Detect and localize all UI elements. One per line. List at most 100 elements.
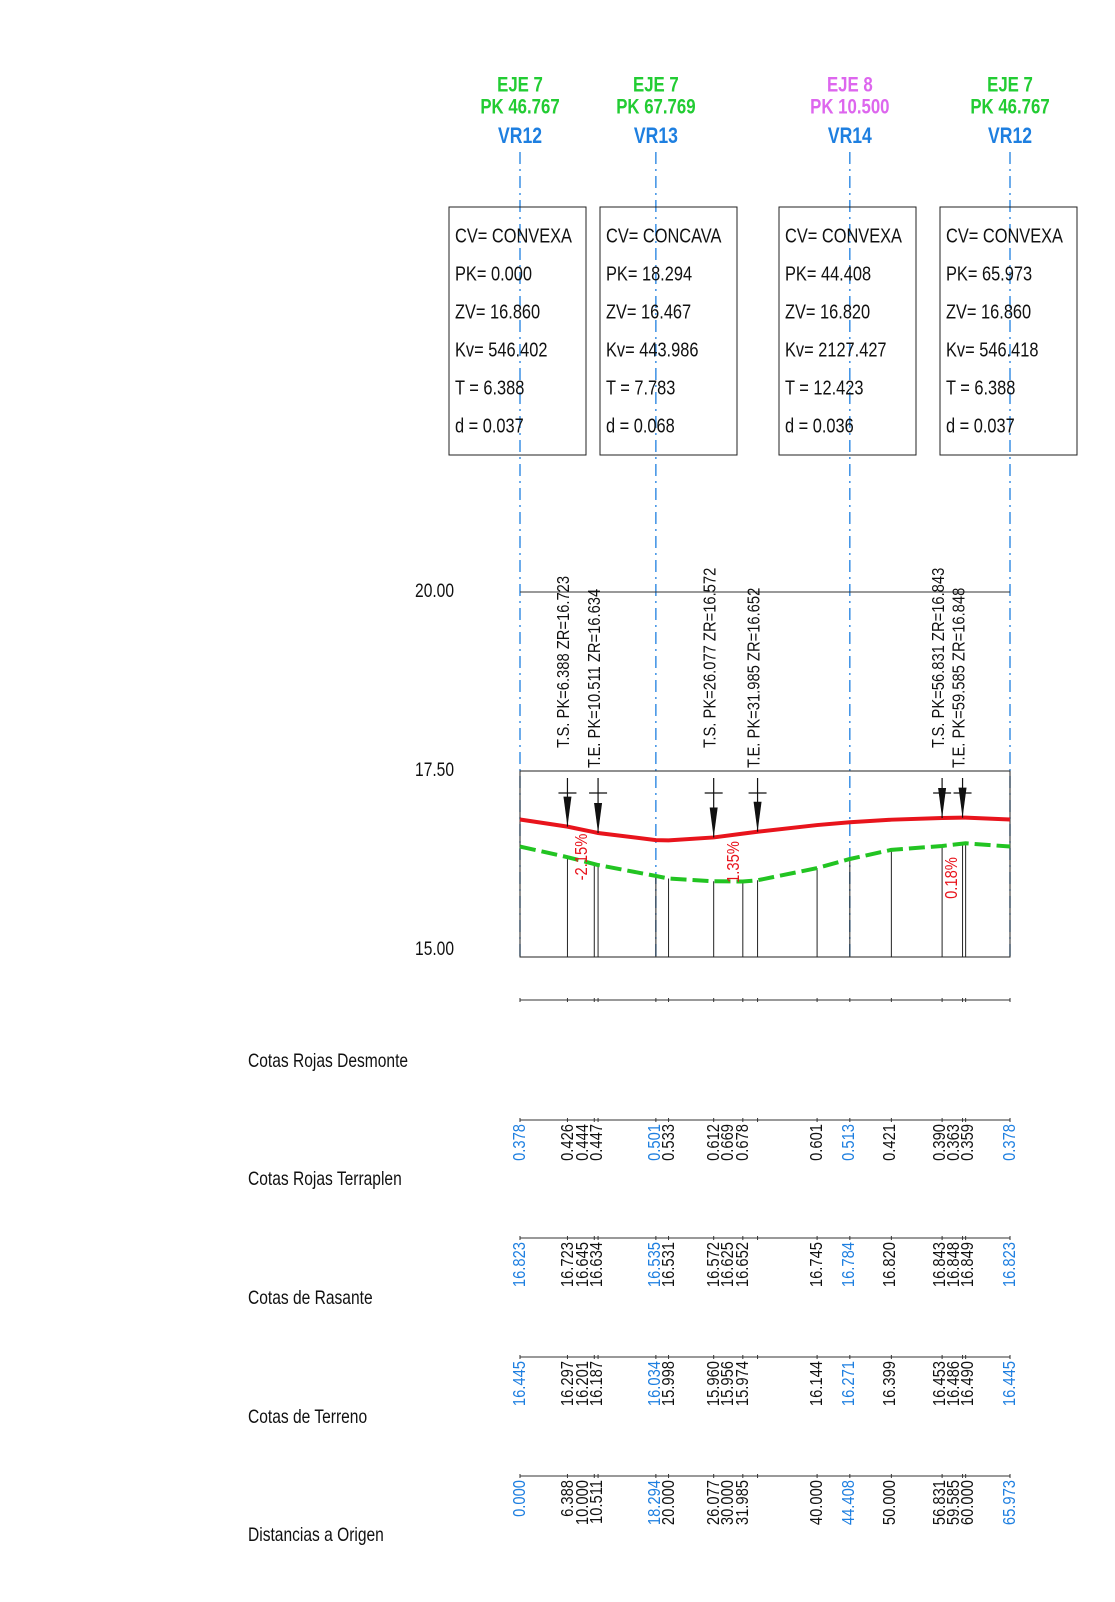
- arrow-head: [958, 787, 967, 818]
- cell-value: 16.201: [572, 1361, 592, 1406]
- cell-value: 16.745: [806, 1242, 826, 1287]
- cell-value: 16.445: [509, 1361, 529, 1406]
- cell-value: 0.669: [717, 1124, 737, 1161]
- cell-value: 16.820: [879, 1242, 899, 1287]
- cell-value: 15.998: [658, 1361, 678, 1406]
- cell-value: 16.843: [929, 1242, 949, 1287]
- curve-kv: Kv= 2127.427: [785, 338, 887, 361]
- cell-value: 16.625: [717, 1242, 737, 1287]
- cell-value: 16.445: [999, 1361, 1019, 1406]
- curve-d: d = 0.068: [606, 414, 675, 437]
- header-pk: PK 67.769: [616, 96, 695, 119]
- curve-cv: CV= CONVEXA: [946, 224, 1064, 247]
- cell-value: 40.000: [806, 1480, 826, 1525]
- slope-label: 1.35%: [723, 841, 743, 883]
- header-pk: PK 10.500: [810, 96, 889, 119]
- curve-box: [939, 206, 1078, 456]
- header-vr: VR14: [828, 124, 872, 148]
- arrow-head: [594, 803, 603, 834]
- header-eje: EJE 7: [497, 74, 543, 97]
- curve-zv: ZV= 16.467: [606, 300, 691, 323]
- slope-label: 0.18%: [941, 857, 961, 899]
- cell-value: 16.645: [572, 1242, 592, 1287]
- cell-value: 15.960: [703, 1361, 723, 1406]
- cell-value: 16.531: [658, 1242, 678, 1287]
- cell-value: 16.399: [879, 1361, 899, 1406]
- curve-kv: Kv= 443.986: [606, 338, 698, 361]
- cell-value: 0.378: [999, 1124, 1019, 1161]
- curve-box: [448, 206, 587, 456]
- cell-value: 0.421: [879, 1124, 899, 1161]
- cell-value: 10.511: [586, 1480, 606, 1524]
- tangent-label: T.E. PK=10.511 ZR=16.634: [585, 589, 605, 768]
- curve-cv: CV= CONVEXA: [785, 224, 903, 247]
- header-pk: PK 46.767: [970, 96, 1049, 119]
- cell-value: 0.000: [509, 1480, 529, 1517]
- cell-value: 16.486: [943, 1361, 963, 1406]
- tangent-label: T.E. PK=59.585 ZR=16.848: [949, 588, 969, 768]
- cell-value: 16.848: [943, 1242, 963, 1287]
- tangent-label: T.S. PK=6.388 ZR=16.723: [554, 576, 574, 748]
- curve-zv: ZV= 16.860: [946, 300, 1031, 323]
- curve-kv: Kv= 546.418: [946, 338, 1038, 361]
- cell-value: 16.823: [509, 1242, 529, 1287]
- header-vr: VR13: [634, 124, 678, 148]
- header-eje: EJE 7: [987, 74, 1033, 97]
- cell-value: 0.426: [557, 1124, 577, 1161]
- cell-value: 16.034: [644, 1361, 664, 1406]
- header-pk: PK 46.767: [480, 96, 559, 119]
- header-vr: VR12: [498, 124, 542, 148]
- curve-t: T = 7.783: [606, 376, 675, 399]
- cell-value: 0.359: [957, 1124, 977, 1161]
- tangent-label: T.S. PK=56.831 ZR=16.843: [929, 568, 949, 748]
- tangent-label: T.E. PK=31.985 ZR=16.652: [744, 588, 764, 768]
- tangent-label: T.S. PK=26.077 ZR=16.572: [700, 568, 720, 748]
- cell-value: 0.513: [838, 1124, 858, 1161]
- cell-value: 0.390: [929, 1124, 949, 1161]
- arrow-head: [563, 796, 572, 827]
- cell-value: 44.408: [838, 1480, 858, 1525]
- row-label: Distancias a Origen: [248, 1524, 384, 1546]
- curve-d: d = 0.037: [946, 414, 1015, 437]
- cell-value: 16.187: [586, 1361, 606, 1406]
- header-vr: VR12: [988, 124, 1032, 148]
- header-eje: EJE 8: [827, 74, 873, 97]
- slope-label: -2.15%: [571, 833, 591, 880]
- cell-value: 60.000: [957, 1480, 977, 1525]
- cell-value: 16.849: [957, 1242, 977, 1287]
- curve-cv: CV= CONCAVA: [606, 224, 722, 247]
- cell-value: 0.612: [703, 1124, 723, 1161]
- cell-value: 56.831: [929, 1480, 949, 1525]
- row-label: Cotas de Rasante: [248, 1287, 373, 1309]
- curve-pk: PK= 65.973: [946, 262, 1032, 285]
- cell-value: 0.601: [806, 1124, 826, 1161]
- row-label: Cotas Rojas Terraplen: [248, 1168, 402, 1190]
- cell-value: 16.453: [929, 1361, 949, 1406]
- cell-value: 0.444: [572, 1124, 592, 1161]
- cell-value: 18.294: [644, 1480, 664, 1525]
- cell-value: 16.297: [557, 1361, 577, 1406]
- curve-d: d = 0.037: [455, 414, 524, 437]
- cell-value: 26.077: [703, 1480, 723, 1525]
- cell-value: 0.533: [658, 1124, 678, 1161]
- curve-box: [599, 206, 738, 456]
- grade-line: [519, 815, 1011, 843]
- cell-value: 16.723: [557, 1242, 577, 1287]
- cell-value: 31.985: [732, 1480, 752, 1525]
- cell-value: 16.535: [644, 1242, 664, 1287]
- cell-value: 16.144: [806, 1361, 826, 1406]
- curve-kv: Kv= 546.402: [455, 338, 547, 361]
- cell-value: 16.823: [999, 1242, 1019, 1287]
- cell-value: 20.000: [658, 1480, 678, 1525]
- cell-value: 30.000: [717, 1480, 737, 1525]
- arrow-head: [709, 807, 718, 838]
- arrow-head: [938, 788, 947, 819]
- cell-value: 6.388: [557, 1480, 577, 1517]
- curve-pk: PK= 18.294: [606, 262, 692, 285]
- curve-box: [778, 206, 917, 456]
- cell-value: 16.271: [838, 1361, 858, 1406]
- curve-zv: ZV= 16.860: [455, 300, 540, 323]
- arrow-head: [753, 801, 762, 832]
- cell-value: 16.490: [957, 1361, 977, 1406]
